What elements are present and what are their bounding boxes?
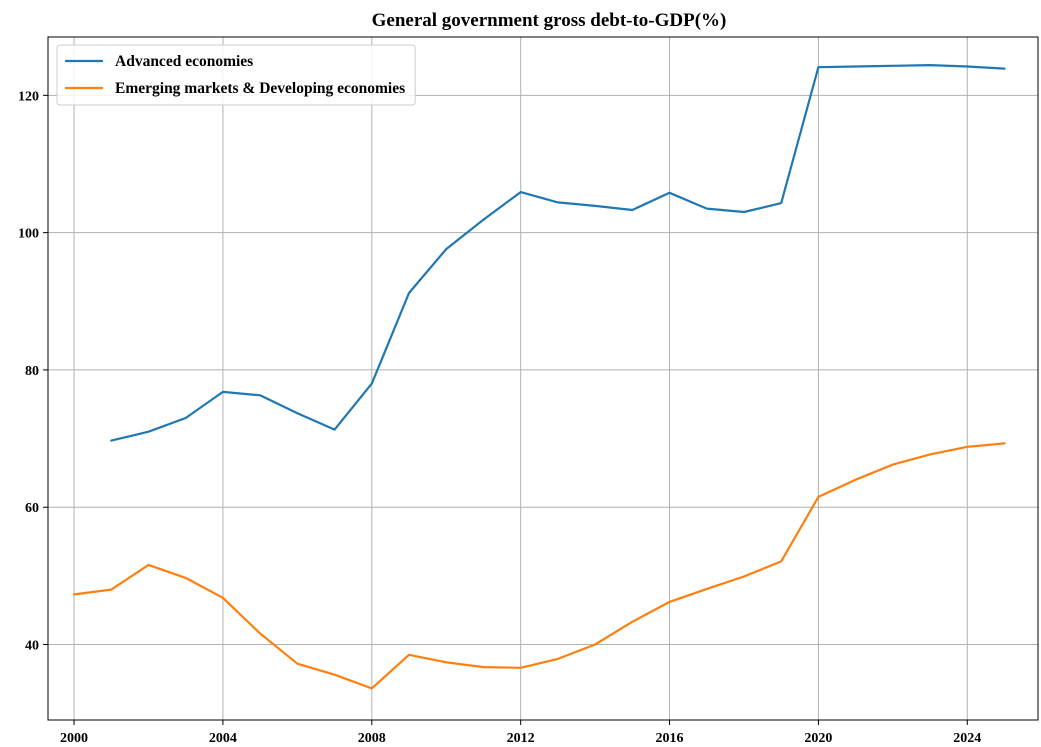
x-tick-label: 2004 xyxy=(209,731,237,746)
x-tick-label: 2024 xyxy=(953,731,981,746)
legend-label: Emerging markets & Developing economies xyxy=(115,80,405,97)
gridlines xyxy=(48,37,1038,720)
legend-label: Advanced economies xyxy=(115,53,253,70)
x-tick-label: 2008 xyxy=(358,731,386,746)
legend: Advanced economies Emerging markets & Dev… xyxy=(56,44,416,106)
x-tick-label: 2012 xyxy=(507,731,535,746)
x-axis-ticks: 2000 2004 2008 2012 2016 2020 2024 xyxy=(60,720,981,746)
x-tick-label: 2020 xyxy=(804,731,832,746)
y-tick-label: 120 xyxy=(18,89,39,104)
y-axis-ticks: 40 60 80 100 120 xyxy=(18,89,48,653)
x-tick-label: 2000 xyxy=(60,731,88,746)
y-tick-label: 60 xyxy=(25,501,39,516)
y-tick-label: 80 xyxy=(25,364,39,379)
legend-box xyxy=(56,44,416,106)
y-tick-label: 40 xyxy=(25,638,39,653)
x-tick-label: 2016 xyxy=(656,731,684,746)
plot-frame xyxy=(47,36,1039,721)
series-lines xyxy=(72,63,1006,690)
series-line-0 xyxy=(110,63,1006,442)
series-line-1 xyxy=(72,442,1006,690)
y-tick-label: 100 xyxy=(18,227,39,242)
chart-title: General government gross debt-to-GDP(%) xyxy=(372,10,727,31)
